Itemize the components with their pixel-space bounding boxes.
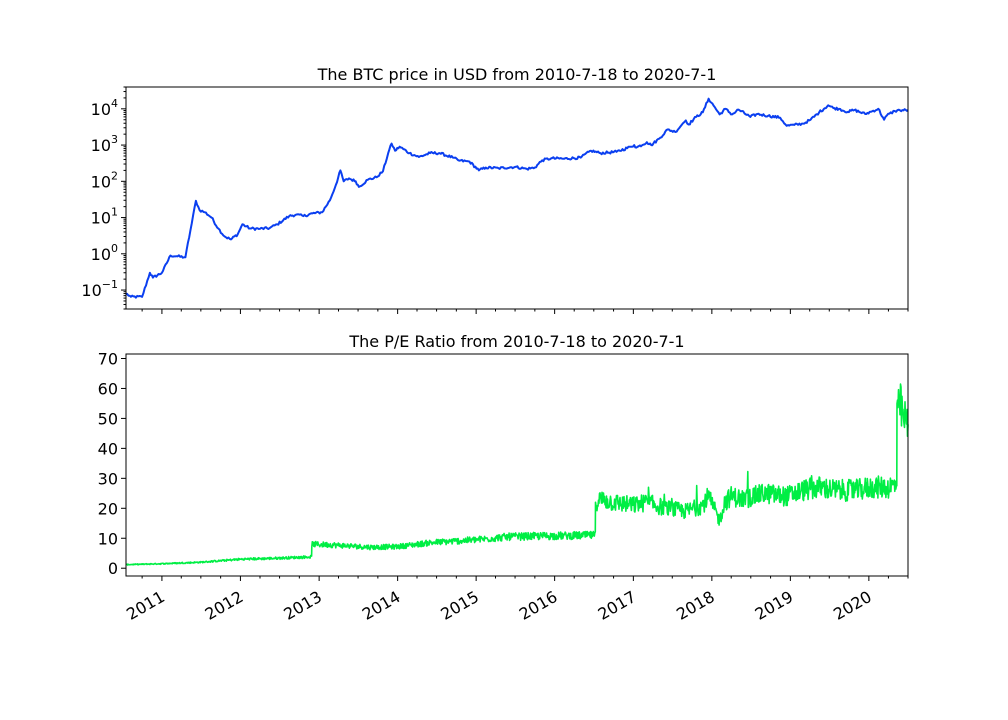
- pe-y-tick-label: 60: [98, 379, 118, 398]
- pe-y-tick-label: 40: [98, 439, 118, 458]
- price-axes-frame: [125, 86, 909, 310]
- price-y-tick-label: 103: [91, 133, 118, 155]
- price-series-line: [125, 97, 909, 299]
- pe-y-tick-label: 50: [98, 409, 118, 428]
- pe-y-tick-label: 20: [98, 499, 118, 518]
- pe-chart-title: The P/E Ratio from 2010-7-18 to 2020-7-1: [348, 332, 684, 351]
- pe-y-ticks: 0 10 20 30 40 50 60 70: [98, 349, 126, 578]
- price-y-tick-label: 101: [91, 206, 118, 228]
- price-chart-title: The BTC price in USD from 2010-7-18 to 2…: [317, 65, 717, 84]
- pe-y-tick-label: 0: [108, 559, 118, 578]
- pe-y-tick-label: 70: [98, 349, 118, 368]
- price-y-ticks: 10−1 100 101 102 103 104: [81, 86, 126, 310]
- pe-y-tick-label: 30: [98, 469, 118, 488]
- pe-axes-frame: [125, 353, 909, 577]
- price-y-tick-label: 100: [91, 242, 118, 264]
- pe-series-line: [125, 383, 909, 566]
- price-y-tick-label: 104: [91, 97, 118, 119]
- pe-y-tick-label: 10: [98, 529, 118, 548]
- price-axes: The BTC price in USD from 2010-7-18 to 2…: [81, 65, 909, 314]
- price-y-tick-label: 10−1: [81, 278, 118, 300]
- price-y-tick-label: 102: [91, 169, 118, 191]
